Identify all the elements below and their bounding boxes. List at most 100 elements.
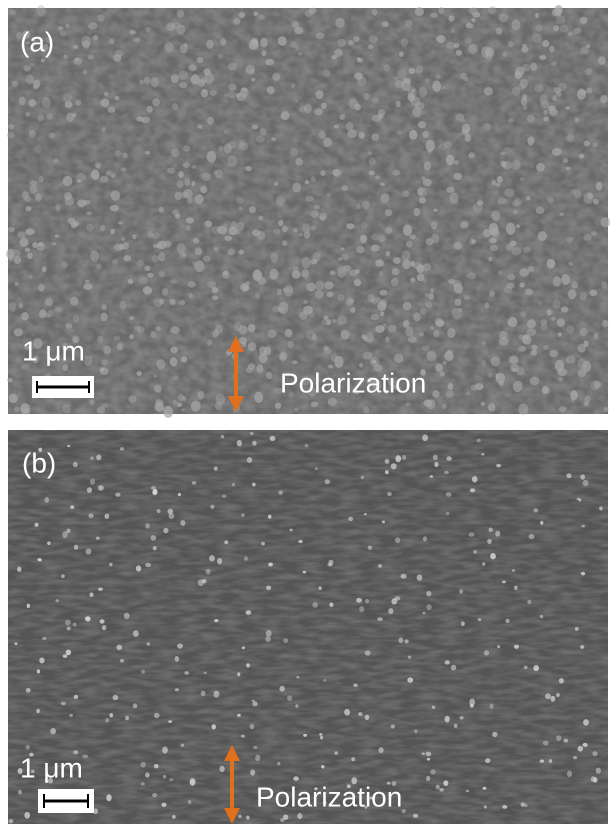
particle [526, 114, 535, 123]
particle [204, 220, 213, 227]
particle [265, 630, 272, 637]
particle [450, 29, 455, 34]
particle [420, 307, 427, 316]
particle [540, 319, 548, 326]
particle [378, 564, 382, 568]
particle [495, 27, 503, 35]
particle [169, 298, 176, 305]
particle [38, 558, 42, 562]
particle [471, 17, 476, 23]
particle [227, 155, 238, 167]
particle [520, 802, 525, 807]
particle [303, 733, 308, 737]
particle [66, 112, 75, 122]
particle [385, 227, 393, 234]
particle [520, 310, 527, 318]
particle [136, 326, 145, 334]
particle [136, 116, 142, 122]
particle [422, 611, 426, 615]
particle [96, 406, 106, 414]
particle [192, 237, 200, 244]
particle [363, 92, 370, 100]
particle [551, 147, 562, 156]
particle [528, 266, 535, 272]
particle [391, 268, 400, 276]
particle [76, 179, 82, 183]
particle [176, 179, 184, 189]
particle [524, 803, 528, 808]
particle [64, 619, 71, 626]
particle [583, 233, 592, 241]
particle [280, 111, 290, 121]
particle [266, 86, 275, 95]
particle [141, 669, 145, 674]
particle [506, 282, 515, 289]
particle [302, 223, 311, 234]
particle [539, 324, 548, 332]
particle [177, 643, 183, 649]
particle [481, 359, 486, 366]
particle [483, 228, 492, 238]
particle [509, 240, 517, 247]
particle [496, 463, 502, 468]
particle [579, 16, 588, 24]
particle [351, 757, 355, 762]
particle [362, 336, 369, 342]
particle [435, 319, 445, 328]
particle [561, 273, 571, 286]
particle [354, 103, 361, 111]
particle [196, 56, 204, 64]
particle [70, 222, 78, 229]
particle [583, 719, 589, 726]
particle [295, 704, 299, 708]
particle [530, 62, 538, 71]
particle [521, 46, 529, 53]
annotation: Polarization [280, 367, 426, 398]
particle [213, 466, 218, 471]
particle [14, 282, 19, 286]
particle [583, 340, 589, 347]
particle [295, 157, 303, 166]
particle [461, 123, 471, 134]
particle [293, 228, 298, 233]
particle [348, 516, 354, 522]
particle [363, 512, 367, 516]
particle [150, 76, 159, 88]
particle [505, 222, 516, 235]
particle [84, 616, 91, 622]
particle [527, 600, 532, 605]
particle [353, 683, 358, 688]
particle [390, 724, 396, 729]
particle [514, 197, 522, 206]
particle [7, 123, 15, 129]
particle [255, 754, 261, 762]
particle [350, 307, 356, 313]
particle [468, 152, 476, 159]
particle [90, 250, 100, 262]
particle [96, 454, 102, 461]
particle [480, 401, 486, 407]
particle [315, 280, 325, 291]
particle [469, 703, 474, 708]
particle [211, 724, 216, 730]
particle [250, 77, 256, 82]
particle [41, 266, 47, 273]
particle [246, 457, 253, 463]
particle [422, 434, 428, 442]
particle [247, 363, 255, 370]
particle [407, 655, 412, 659]
particle [55, 204, 61, 212]
particle [265, 371, 273, 380]
particle [335, 17, 345, 28]
particle [21, 191, 30, 199]
particle [106, 794, 112, 802]
particle [347, 129, 357, 139]
particle [247, 323, 256, 333]
particle [472, 11, 481, 18]
particle [543, 116, 549, 122]
particle [593, 380, 602, 389]
particle [511, 86, 521, 96]
particle [164, 42, 174, 52]
particle [341, 185, 348, 191]
particle [63, 54, 68, 59]
